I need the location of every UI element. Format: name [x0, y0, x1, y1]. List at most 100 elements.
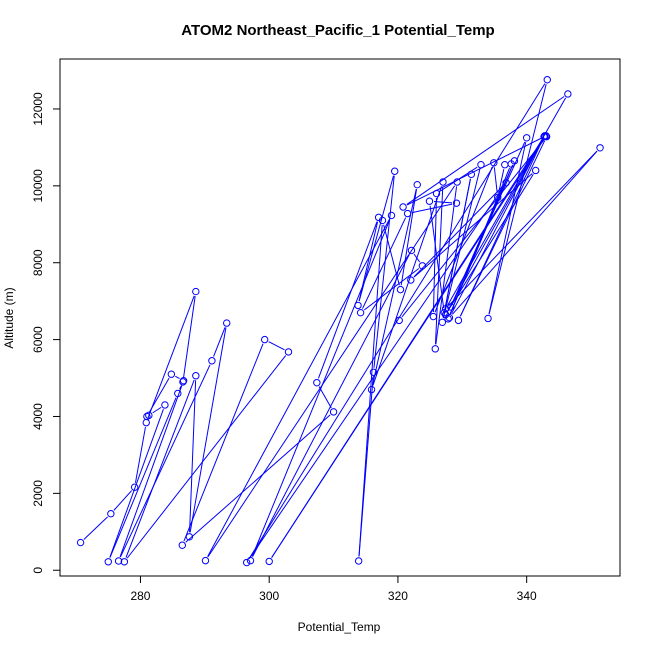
data-point — [356, 308, 365, 317]
series-segment — [493, 167, 498, 193]
data-point — [452, 199, 461, 207]
data-point — [542, 132, 551, 141]
data-point — [367, 385, 376, 394]
series-segment — [406, 137, 543, 206]
data-point — [242, 558, 251, 567]
series-segment — [207, 185, 456, 558]
series-segment — [189, 327, 227, 533]
series-segment — [251, 219, 391, 557]
series-segment — [411, 203, 453, 214]
series-segment — [452, 150, 598, 315]
data-point — [369, 368, 378, 376]
data-point — [246, 556, 255, 565]
y-tick-label: 8000 — [31, 249, 45, 276]
data-point — [76, 538, 85, 547]
data-point — [431, 345, 439, 353]
x-tick-label: 320 — [388, 589, 408, 603]
data-point — [391, 167, 399, 175]
data-point — [284, 348, 293, 356]
series-segment — [413, 185, 504, 278]
data-series — [76, 76, 604, 567]
data-point — [432, 189, 441, 198]
series-segment — [179, 385, 182, 390]
data-point — [467, 170, 476, 179]
series-segment — [318, 386, 332, 409]
series-segment — [358, 224, 383, 557]
data-point — [444, 315, 452, 323]
data-point — [425, 197, 434, 205]
data-point — [395, 316, 403, 325]
data-point — [192, 372, 200, 380]
data-point — [543, 76, 551, 84]
x-axis: 280 300 320 340 — [130, 575, 537, 603]
data-point — [387, 211, 396, 220]
data-point — [114, 557, 123, 565]
data-point — [179, 377, 188, 385]
series-segment — [185, 414, 331, 543]
series-segment — [120, 364, 211, 558]
series-segment — [175, 375, 180, 380]
y-tick-label: 2000 — [31, 480, 45, 507]
x-tick-label: 300 — [259, 589, 279, 603]
series-segment — [119, 384, 183, 557]
data-point — [445, 313, 454, 322]
data-point — [130, 483, 139, 491]
data-point — [438, 318, 447, 327]
series-segment — [207, 219, 390, 557]
data-point — [260, 335, 269, 344]
series-segment — [126, 355, 287, 559]
data-point — [494, 193, 502, 202]
series-segment — [83, 516, 108, 540]
y-tick-label: 10000 — [31, 169, 45, 203]
series-segment — [372, 186, 442, 386]
data-point — [208, 357, 216, 365]
data-point — [522, 134, 531, 142]
series-segment — [134, 426, 146, 483]
data-point — [439, 178, 447, 186]
series-segment — [213, 327, 226, 357]
data-point — [454, 316, 463, 325]
data-point — [120, 558, 129, 566]
data-point — [596, 144, 604, 152]
data-point — [223, 319, 231, 327]
series-segment — [459, 140, 546, 317]
data-point — [354, 301, 362, 310]
data-point — [531, 166, 540, 175]
series-segment — [252, 254, 410, 557]
plot-area-frame — [59, 58, 621, 577]
data-point — [145, 411, 153, 420]
series-segment — [447, 174, 534, 312]
series-segment — [125, 379, 195, 558]
series-segment — [152, 406, 162, 414]
data-point — [104, 558, 112, 566]
series-segment — [113, 490, 133, 511]
series-segment — [183, 343, 264, 542]
series-segment — [413, 253, 421, 263]
data-point — [329, 408, 338, 416]
series-segment — [447, 139, 543, 311]
data-point — [143, 412, 151, 421]
series-segment — [435, 186, 458, 345]
series-segment — [406, 96, 565, 205]
series-segment — [373, 175, 395, 368]
data-point — [418, 262, 427, 270]
series-segment — [448, 150, 598, 306]
data-point — [407, 276, 415, 284]
data-point — [107, 510, 115, 518]
data-point — [441, 305, 450, 313]
data-point — [490, 159, 498, 167]
series-segment — [400, 189, 418, 286]
series-segment — [413, 173, 533, 278]
series-segment — [362, 217, 407, 309]
data-point — [313, 378, 321, 387]
series-segment — [451, 140, 543, 314]
data-point — [484, 314, 492, 323]
data-point — [142, 418, 150, 427]
y-tick-label: 6000 — [31, 326, 45, 353]
data-point — [403, 209, 412, 218]
data-point — [453, 178, 461, 186]
data-point — [265, 557, 273, 566]
y-tick-label: 0 — [31, 567, 45, 574]
data-point — [502, 179, 510, 187]
data-point — [564, 90, 572, 98]
